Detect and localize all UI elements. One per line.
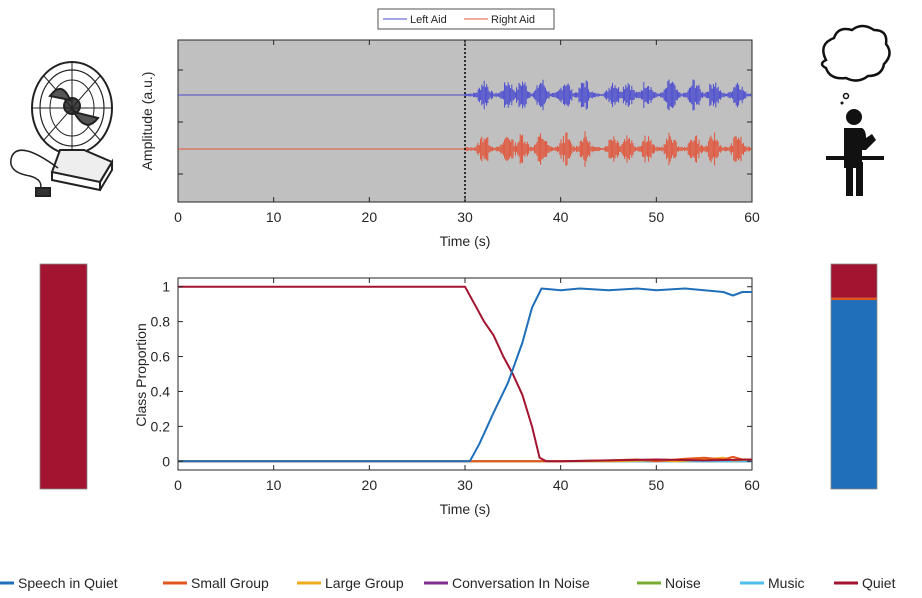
- waveform-y-axis-label: Amplitude (a.u.): [139, 72, 155, 171]
- waveform-x-tick-label: 30: [457, 209, 473, 225]
- waveform-x-axis-label: Time (s): [440, 233, 491, 249]
- series-line-speech-in-quiet: [178, 287, 752, 463]
- bar-segment-speech-in-quiet: [831, 300, 877, 489]
- waveform-bursts: [464, 79, 752, 111]
- class-x-ticks: 0 10 20 30 40 50 60: [174, 278, 760, 493]
- waveform-x-tick-label: 20: [362, 209, 378, 225]
- class-legend: Speech in Quiet Small Group Large Group Con…: [0, 575, 896, 591]
- bar-segment-quiet: [40, 264, 87, 489]
- class-plot-area: [177, 277, 753, 471]
- class-y-ticks: 0 0.2 0.4 0.6 0.8 1: [151, 279, 752, 469]
- class-series-lines: [178, 285, 753, 463]
- legend-label: Speech in Quiet: [18, 575, 118, 591]
- waveform-x-tick-label: 0: [174, 209, 182, 225]
- legend-label: Small Group: [191, 575, 269, 591]
- class-x-tick-label: 50: [649, 477, 665, 493]
- left-aid-waveform: [178, 79, 752, 111]
- legend-label-right-aid: Right Aid: [491, 14, 535, 26]
- waveform-x-tick-label: 10: [266, 209, 282, 225]
- class-y-tick-label: 0: [162, 453, 170, 469]
- class-x-tick-label: 40: [553, 477, 569, 493]
- bar-segment-quiet: [831, 264, 877, 298]
- legend-label: Conversation In Noise: [452, 575, 590, 591]
- waveform-x-ticks: 0 10 20 30 40 50 60: [174, 40, 760, 225]
- waveform-x-tick-label: 60: [744, 209, 760, 225]
- left-class-bar: [39, 263, 88, 490]
- bar-outline: [830, 263, 878, 490]
- person-thinking-at-desk-icon: [820, 24, 891, 196]
- series-line-quiet: [178, 285, 753, 463]
- class-proportion-chart: 0 10 20 30 40 50 60 0 0.2 0.4 0.6 0.8 1 Time (s) Cl…: [133, 277, 760, 517]
- legend-label-left-aid: Left Aid: [410, 14, 447, 26]
- waveform-x-tick-label: 40: [553, 209, 569, 225]
- class-y-tick-label: 0.6: [151, 349, 171, 365]
- bar-outline: [39, 263, 88, 490]
- class-y-tick-label: 0.2: [151, 418, 171, 434]
- class-y-tick-label: 0.8: [151, 314, 171, 330]
- class-x-tick-label: 30: [457, 477, 473, 493]
- legend-label: Noise: [665, 575, 701, 591]
- class-x-tick-label: 20: [362, 477, 378, 493]
- waveform-chart: 0 10 20 30 40 50 60 Time (s) Amplitude (a.u.) …: [139, 8, 760, 249]
- class-y-tick-label: 1: [162, 279, 170, 295]
- class-x-tick-label: 10: [266, 477, 282, 493]
- legend-label: Large Group: [325, 575, 404, 591]
- class-y-axis-label: Class Proportion: [133, 323, 149, 427]
- waveform-x-tick-label: 50: [649, 209, 665, 225]
- class-x-tick-label: 60: [744, 477, 760, 493]
- legend-label: Music: [768, 575, 805, 591]
- class-y-tick-label: 0.4: [151, 383, 171, 399]
- bar-segment-small-group: [831, 297, 877, 301]
- desk-fan-icon: [10, 61, 114, 197]
- class-x-tick-label: 0: [174, 477, 182, 493]
- class-x-axis-label: Time (s): [440, 501, 491, 517]
- legend-label: Quiet: [862, 575, 896, 591]
- waveform-legend: Left Aid Right Aid: [377, 8, 555, 30]
- right-class-bar: [830, 263, 878, 490]
